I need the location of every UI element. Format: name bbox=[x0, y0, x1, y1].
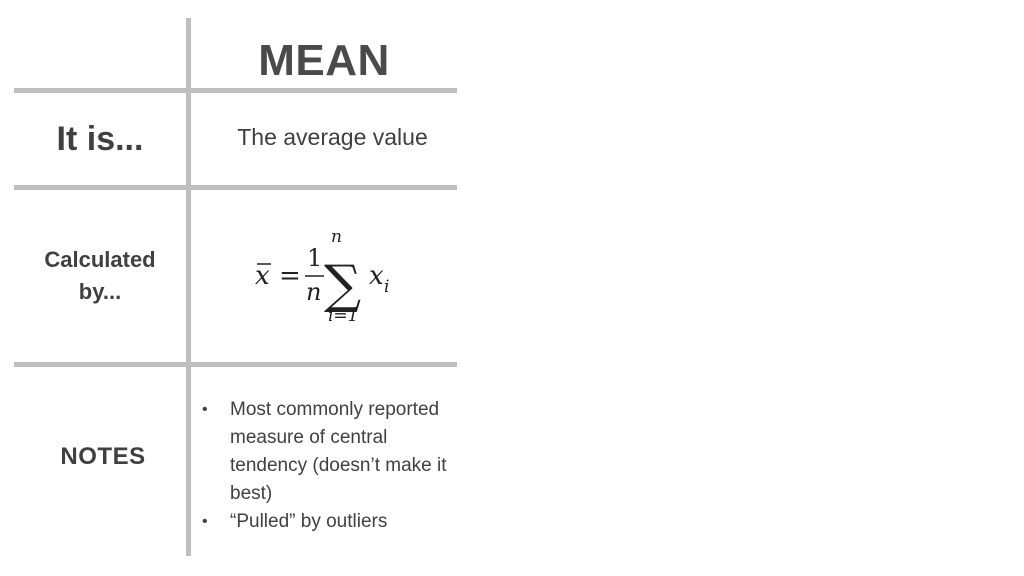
list-item: • Most commonly reported measure of cent… bbox=[200, 396, 460, 508]
notes-list: • Most commonly reported measure of cent… bbox=[200, 396, 460, 536]
list-item: • “Pulled” by outliers bbox=[200, 508, 460, 536]
vertical-grid-line bbox=[186, 18, 191, 556]
row-label-calculated-line2: by... bbox=[78, 279, 122, 304]
formula-sum-lower: i=1 bbox=[328, 306, 359, 326]
row-label-calculated-by: Calculated by... bbox=[14, 190, 186, 362]
formula-xbar: x bbox=[255, 261, 270, 291]
formula-numerator: 1 bbox=[307, 244, 322, 272]
horizontal-grid-line-header bbox=[14, 88, 457, 93]
row-value-definition: The average value bbox=[237, 123, 428, 150]
row-label-it-is: It is... bbox=[56, 119, 144, 158]
formula-cell: x = 1 n n ∑ i=1 x i bbox=[191, 190, 457, 362]
column-title: MEAN bbox=[258, 36, 390, 85]
formula-term-subscript: i bbox=[384, 277, 389, 297]
horizontal-grid-line-row1 bbox=[14, 185, 457, 190]
formula-sum-symbol: ∑ bbox=[324, 255, 361, 315]
bullet-icon: • bbox=[202, 401, 208, 418]
formula-sum-upper: n bbox=[331, 227, 342, 247]
row-label-calculated-line1: Calculated bbox=[44, 247, 156, 272]
row-label-notes: NOTES bbox=[60, 443, 146, 470]
note-text: Most commonly reported measure of centra… bbox=[230, 399, 447, 504]
formula-denominator: n bbox=[306, 278, 321, 306]
horizontal-grid-line-row2 bbox=[14, 362, 457, 367]
formula-term-base: x bbox=[369, 261, 384, 291]
bullet-icon: • bbox=[202, 513, 208, 530]
mean-formula: x = 1 n n ∑ i=1 x i bbox=[255, 227, 389, 326]
formula-equals: = bbox=[279, 261, 301, 291]
note-text: “Pulled” by outliers bbox=[230, 511, 388, 532]
